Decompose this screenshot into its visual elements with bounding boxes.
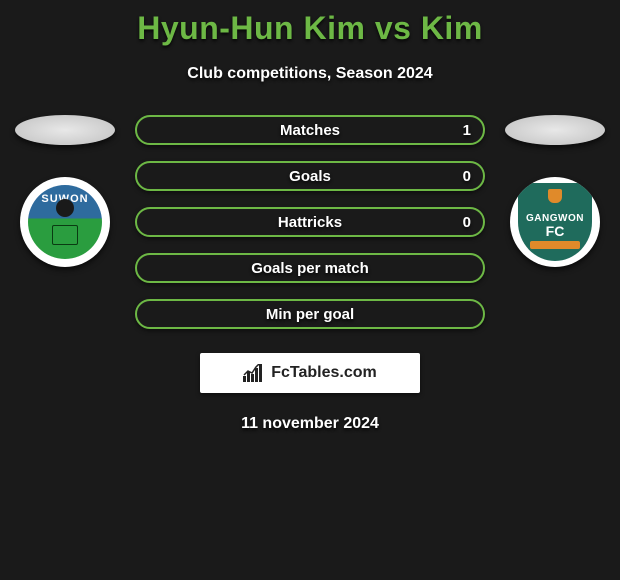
stat-right-value: 0: [463, 168, 471, 185]
banner-icon: [530, 241, 580, 249]
stat-label: Goals: [289, 168, 331, 185]
stat-row-matches: Matches 1: [135, 115, 485, 145]
stat-label: Min per goal: [266, 306, 354, 323]
left-player-avatar: [15, 115, 115, 145]
stat-row-min-per-goal: Min per goal: [135, 299, 485, 329]
left-club-badge: SUWON: [20, 177, 110, 267]
castle-icon: [52, 225, 78, 245]
page-title: Hyun-Hun Kim vs Kim: [0, 0, 620, 47]
comparison-panel: SUWON Matches 1 Goals 0 Hattricks 0 Goal…: [0, 115, 620, 329]
date-text: 11 november 2024: [0, 415, 620, 433]
stat-label: Goals per match: [251, 260, 369, 277]
right-side: GANGWON FC: [505, 115, 605, 267]
gangwon-fc-text: FC: [546, 224, 565, 238]
gangwon-badge-inner: GANGWON FC: [518, 183, 592, 261]
stat-row-goals-per-match: Goals per match: [135, 253, 485, 283]
page-subtitle: Club competitions, Season 2024: [0, 65, 620, 83]
stat-label: Matches: [280, 122, 340, 139]
right-club-badge: GANGWON FC: [510, 177, 600, 267]
stat-bars: Matches 1 Goals 0 Hattricks 0 Goals per …: [135, 115, 485, 329]
stat-right-value: 1: [463, 122, 471, 139]
stat-row-goals: Goals 0: [135, 161, 485, 191]
bar-chart-icon: [243, 364, 265, 382]
suwon-badge-inner: SUWON: [28, 185, 102, 259]
right-player-avatar: [505, 115, 605, 145]
left-side: SUWON: [15, 115, 115, 267]
soccer-ball-icon: [56, 199, 74, 217]
stat-row-hattricks: Hattricks 0: [135, 207, 485, 237]
stat-right-value: 0: [463, 214, 471, 231]
trophy-icon: [548, 189, 562, 203]
stat-label: Hattricks: [278, 214, 342, 231]
attribution-text: FcTables.com: [271, 364, 377, 382]
attribution-box: FcTables.com: [200, 353, 420, 393]
